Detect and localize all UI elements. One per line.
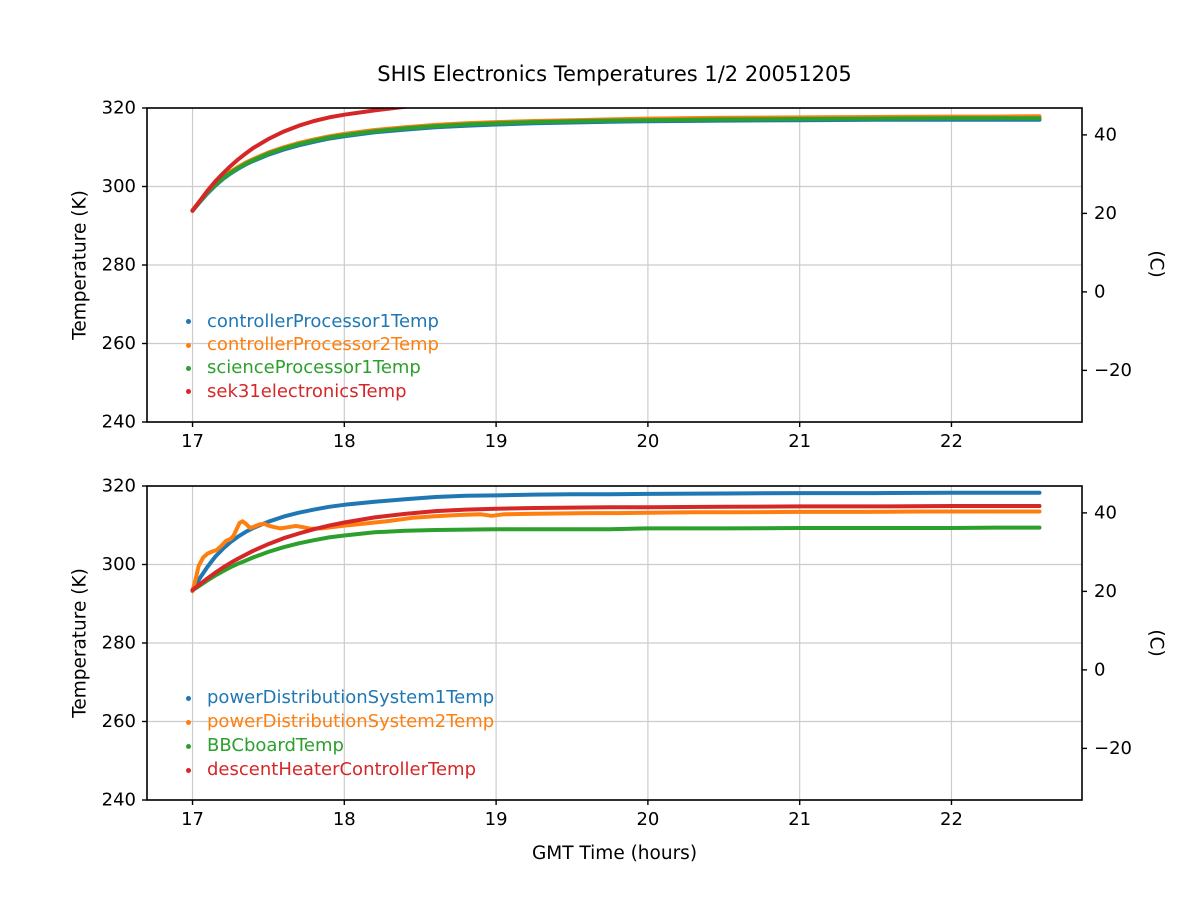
legend-marker-dot — [186, 743, 191, 749]
legend-item: sek31electronicsTemp — [186, 380, 439, 403]
chart-title: SHIS Electronics Temperatures 1/2 200512… — [377, 62, 852, 86]
x-tick-label: 20 — [636, 809, 659, 830]
y-tick-label-kelvin: 280 — [102, 633, 136, 654]
y-tick-label-kelvin: 260 — [102, 333, 136, 354]
legend-marker-dot — [186, 342, 191, 348]
xaxis-label: GMT Time (hours) — [531, 843, 698, 864]
series-line-controllerProcessor2Temp — [190, 114, 1042, 212]
y-tick-label-celsius: −20 — [1094, 360, 1132, 381]
y-tick-label-kelvin: 320 — [102, 98, 136, 119]
x-tick-label: 21 — [788, 431, 811, 452]
x-tick-label: 22 — [940, 809, 963, 830]
y-tick-label-kelvin: 260 — [102, 711, 136, 732]
x-tick-label: 18 — [333, 431, 356, 452]
y-tick-label-kelvin: 300 — [102, 176, 136, 197]
legend-label: BBCboardTemp — [207, 735, 344, 756]
y-tick-label-celsius: 40 — [1094, 124, 1117, 145]
y-tick-label-celsius: 0 — [1094, 659, 1105, 680]
y-tick-label-celsius: 0 — [1094, 281, 1105, 302]
legend-marker-dot — [186, 695, 191, 701]
y-tick-label-kelvin: 240 — [102, 790, 136, 811]
legend-label: controllerProcessor1Temp — [207, 310, 439, 332]
series-line-powerDistributionSystem1Temp — [190, 490, 1042, 592]
y-tick-label-kelvin: 320 — [102, 476, 136, 497]
legend-item: powerDistributionSystem1Temp — [186, 686, 494, 710]
bottom-ylabel-right: (C) — [1145, 629, 1167, 657]
y-tick-label-kelvin: 280 — [102, 255, 136, 276]
top-legend: controllerProcessor1Temp controllerProce… — [186, 310, 439, 404]
y-tick-label-celsius: 40 — [1094, 502, 1117, 523]
legend-item: controllerProcessor1Temp — [186, 310, 439, 333]
legend-marker-dot — [186, 767, 191, 773]
legend-marker-dot — [186, 365, 191, 371]
legend-label: descentHeaterControllerTemp — [207, 759, 476, 780]
legend-marker-dot — [186, 389, 191, 395]
legend-item: powerDistributionSystem2Temp — [186, 710, 494, 734]
y-tick-label-kelvin: 300 — [102, 554, 136, 575]
series-line-descentHeaterControllerTemp — [190, 504, 1042, 592]
legend-item: scienceProcessor1Temp — [186, 357, 439, 380]
bottom-legend: powerDistributionSystem1Temp powerDistri… — [186, 686, 494, 782]
series-line-sek31electronicsTemp — [190, 108, 415, 213]
x-tick-label: 20 — [636, 431, 659, 452]
legend-label: sek31electronicsTemp — [207, 380, 407, 402]
series-line-BBCboardTemp — [190, 525, 1042, 593]
legend-label: controllerProcessor2Temp — [207, 334, 439, 356]
y-tick-label-celsius: −20 — [1094, 738, 1132, 759]
x-tick-label: 22 — [940, 431, 963, 452]
top-ylabel-left: Temperature (K) — [69, 190, 91, 340]
y-tick-label-celsius: 20 — [1094, 203, 1117, 224]
y-tick-label-kelvin: 240 — [102, 412, 136, 433]
x-tick-label: 19 — [485, 431, 508, 452]
x-tick-label: 19 — [485, 809, 508, 830]
series-line-scienceProcessor1Temp — [190, 116, 1042, 213]
x-tick-label: 18 — [333, 809, 356, 830]
legend-label: powerDistributionSystem2Temp — [207, 711, 495, 732]
legend-marker-dot — [186, 319, 191, 325]
bottom-ylabel-left: Temperature (K) — [69, 568, 91, 718]
top-ylabel-right: (C) — [1145, 250, 1167, 278]
legend-item: controllerProcessor2Temp — [186, 333, 439, 356]
legend-marker-dot — [186, 719, 191, 725]
x-tick-label: 17 — [181, 431, 204, 452]
series-line-controllerProcessor1Temp — [190, 117, 1042, 213]
x-tick-label: 17 — [181, 809, 204, 830]
legend-item: descentHeaterControllerTemp — [186, 758, 494, 782]
y-tick-label-celsius: 20 — [1094, 581, 1117, 602]
series-line-powerDistributionSystem2Temp — [190, 509, 1042, 594]
legend-label: scienceProcessor1Temp — [207, 357, 421, 379]
x-tick-label: 21 — [788, 809, 811, 830]
legend-item: BBCboardTemp — [186, 734, 494, 758]
legend-label: powerDistributionSystem1Temp — [207, 687, 495, 708]
